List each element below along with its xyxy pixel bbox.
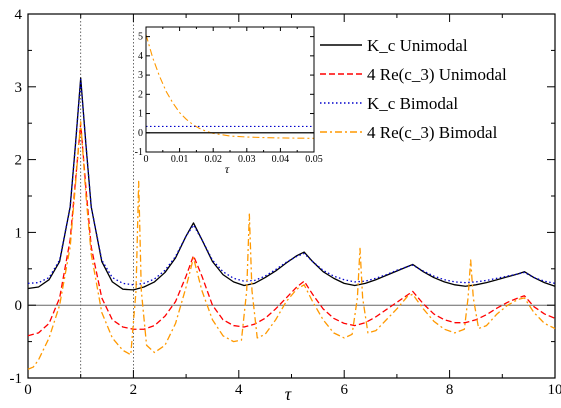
x-tick-label: 4 — [235, 382, 243, 398]
inset-background — [146, 27, 314, 152]
y-tick-label: 1 — [15, 225, 23, 241]
y-tick-label: 0 — [15, 298, 23, 314]
series-line-4-re-c-3-bimodal — [27, 121, 556, 370]
y-tick-label: 4 — [138, 51, 143, 62]
legend: K_c Unimodal 4 Re(c_3) Unimodal K_c Bimo… — [320, 36, 507, 142]
legend-entry: 4 Re(c_3) Unimodal — [320, 65, 507, 84]
y-tick-label: 3 — [138, 70, 143, 81]
x-tick-label: 10 — [548, 382, 561, 398]
y-tick-label: 0 — [138, 128, 143, 139]
x-tick-label: 0.01 — [171, 154, 189, 165]
series-line-4-re-c-3-unimodal — [27, 122, 556, 337]
legend-entry: K_c Unimodal — [320, 36, 468, 55]
inset-x-axis-label: τ — [225, 162, 230, 176]
x-tick-label: 6 — [340, 382, 348, 398]
series-line-k-c-bimodal — [27, 78, 556, 286]
main-series — [27, 77, 556, 370]
x-tick-label: 0.04 — [272, 154, 290, 165]
legend-entry: K_c Bimodal — [320, 94, 458, 113]
x-tick-label: 0.02 — [204, 154, 222, 165]
y-tick-label: 2 — [138, 89, 143, 100]
x-tick-label: 0 — [24, 382, 32, 398]
x-tick-label: 0.05 — [305, 154, 323, 165]
main-x-axis-label: τ — [285, 384, 292, 404]
legend-label: 4 Re(c_3) Bimodal — [367, 123, 498, 142]
inset-ticks — [145, 27, 315, 153]
x-tick-label: 8 — [446, 382, 454, 398]
y-tick-label: 2 — [15, 153, 23, 169]
legend-label: K_c Bimodal — [367, 94, 458, 113]
x-tick-label: 0.03 — [238, 154, 256, 165]
inset-series — [145, 34, 315, 139]
y-tick-label: 3 — [15, 80, 23, 96]
y-tick-label: 1 — [138, 109, 143, 120]
y-tick-label: -1 — [135, 147, 143, 158]
legend-entry: 4 Re(c_3) Bimodal — [320, 123, 498, 142]
x-tick-label: 0 — [144, 154, 149, 165]
main-ticks — [27, 13, 556, 379]
y-tick-label: 5 — [138, 32, 143, 43]
x-tick-label: 2 — [130, 382, 138, 398]
legend-label: 4 Re(c_3) Unimodal — [367, 65, 507, 84]
series-line-4-re-c-3-bimodal — [145, 34, 315, 139]
legend-label: K_c Unimodal — [367, 36, 468, 55]
y-tick-label: 4 — [15, 7, 23, 23]
y-tick-label: -1 — [10, 371, 23, 387]
